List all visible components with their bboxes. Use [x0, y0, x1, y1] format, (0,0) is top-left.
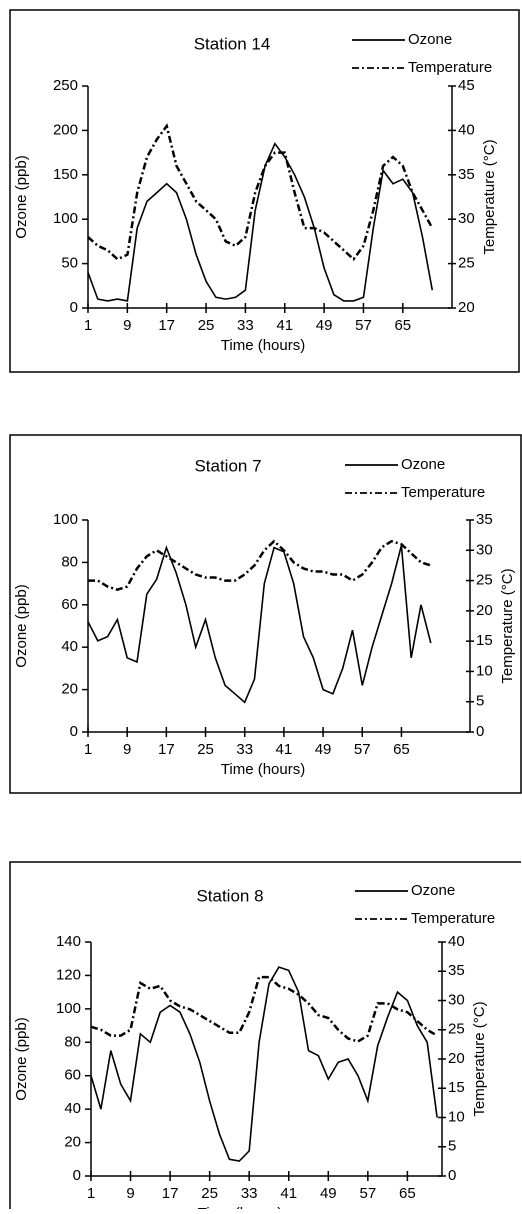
y-tick-label: 40 [64, 1100, 81, 1117]
x-tick-label: 41 [276, 317, 293, 334]
y2-axis-title: Temperature (°C) [481, 139, 498, 254]
x-tick-label: 57 [360, 1185, 377, 1202]
series-line [87, 545, 432, 704]
y-axis-title: Ozone (ppb) [13, 155, 30, 238]
y2-tick-label: 5 [448, 1138, 456, 1155]
y2-tick-label: 35 [448, 962, 465, 979]
y2-tick-label: 40 [458, 121, 475, 138]
y-tick-label: 140 [56, 933, 81, 950]
panel-frame [9, 861, 521, 1209]
y-tick-label: 40 [61, 638, 78, 655]
series-line [88, 539, 432, 592]
x-tick-label: 57 [355, 317, 372, 334]
y-axis-title: Ozone (ppb) [13, 584, 30, 667]
y-tick-label: 60 [64, 1067, 81, 1084]
y2-tick-label: 0 [448, 1167, 456, 1184]
series-line [90, 975, 438, 1043]
series-line [87, 142, 434, 302]
x-tick-label: 9 [123, 741, 131, 758]
y2-tick-label: 30 [458, 210, 475, 227]
y2-axis-title: Temperature (°C) [471, 1001, 488, 1116]
y2-tick-label: 5 [476, 693, 484, 710]
x-tick-label: 1 [84, 741, 92, 758]
x-tick-label: 17 [158, 317, 175, 334]
x-tick-label: 25 [197, 741, 214, 758]
series-line [87, 123, 434, 262]
y2-tick-label: 25 [448, 1021, 465, 1038]
x-tick-label: 25 [198, 317, 215, 334]
legend-label: Temperature [411, 910, 495, 927]
y2-axis-title: Temperature (°C) [499, 568, 516, 683]
y2-tick-label: 25 [476, 572, 493, 589]
legend-label: Ozone [408, 31, 452, 48]
y2-tick-label: 15 [476, 632, 493, 649]
y2-tick-label: 15 [448, 1079, 465, 1096]
y-tick-label: 0 [70, 723, 78, 740]
y-tick-label: 0 [73, 1167, 81, 1184]
y2-tick-label: 35 [458, 166, 475, 183]
chart-title: Station 8 [196, 886, 263, 905]
y2-tick-label: 25 [458, 255, 475, 272]
y2-tick-label: 20 [458, 299, 475, 316]
y-tick-label: 100 [56, 1000, 81, 1017]
legend-label: Ozone [411, 882, 455, 899]
x-tick-label: 41 [276, 741, 293, 758]
y2-tick-label: 20 [476, 602, 493, 619]
x-tick-label: 33 [236, 741, 253, 758]
x-tick-label: 65 [393, 741, 410, 758]
x-tick-label: 57 [354, 741, 371, 758]
y-tick-label: 250 [53, 77, 78, 94]
x-tick-label: 65 [399, 1185, 416, 1202]
panel-frame [9, 9, 520, 373]
panel-frame [9, 434, 522, 794]
x-tick-label: 33 [237, 317, 254, 334]
y2-tick-label: 35 [476, 511, 493, 528]
y-tick-label: 200 [53, 121, 78, 138]
y-tick-label: 0 [70, 299, 78, 316]
x-tick-label: 17 [158, 741, 175, 758]
y-tick-label: 50 [61, 255, 78, 272]
x-tick-label: 65 [394, 317, 411, 334]
x-tick-label: 9 [123, 317, 131, 334]
x-tick-label: 1 [87, 1185, 95, 1202]
y-tick-label: 20 [61, 681, 78, 698]
y2-tick-label: 30 [448, 991, 465, 1008]
x-tick-label: 41 [280, 1185, 297, 1202]
y-tick-label: 100 [53, 210, 78, 227]
y2-tick-label: 10 [476, 662, 493, 679]
x-tick-label: 49 [316, 317, 333, 334]
y2-tick-label: 45 [458, 77, 475, 94]
y-tick-label: 80 [61, 553, 78, 570]
x-axis-title: Time (hours) [221, 337, 305, 354]
y-tick-label: 20 [64, 1134, 81, 1151]
y2-tick-label: 0 [476, 723, 484, 740]
legend-label: Temperature [408, 59, 492, 76]
x-tick-label: 1 [84, 317, 92, 334]
y-tick-label: 120 [56, 966, 81, 983]
x-tick-label: 9 [126, 1185, 134, 1202]
x-tick-label: 49 [315, 741, 332, 758]
x-axis-title: Time (hours) [198, 1205, 282, 1209]
legend-label: Temperature [401, 484, 485, 501]
y-tick-label: 60 [61, 596, 78, 613]
y-tick-label: 150 [53, 166, 78, 183]
y2-tick-label: 10 [448, 1108, 465, 1125]
series-line [90, 966, 438, 1162]
x-axis-title: Time (hours) [221, 761, 305, 778]
x-tick-label: 49 [320, 1185, 337, 1202]
y2-tick-label: 30 [476, 541, 493, 558]
x-tick-label: 33 [241, 1185, 258, 1202]
x-tick-label: 25 [201, 1185, 218, 1202]
y-axis-title: Ozone (ppb) [13, 1017, 30, 1100]
x-tick-label: 17 [162, 1185, 179, 1202]
y-tick-label: 100 [53, 511, 78, 528]
chart-title: Station 14 [194, 34, 271, 53]
y2-tick-label: 20 [448, 1050, 465, 1067]
y-tick-label: 80 [64, 1033, 81, 1050]
legend-label: Ozone [401, 456, 445, 473]
y2-tick-label: 40 [448, 933, 465, 950]
chart-title: Station 7 [194, 456, 261, 475]
